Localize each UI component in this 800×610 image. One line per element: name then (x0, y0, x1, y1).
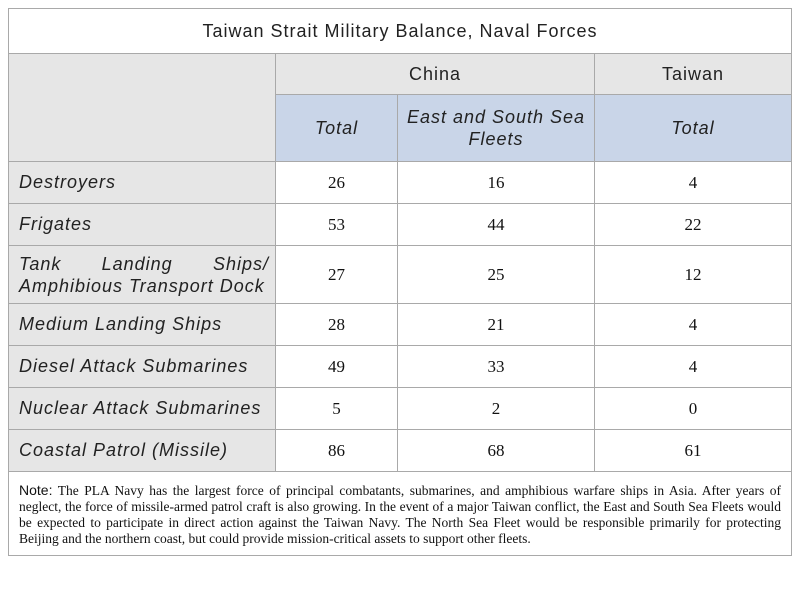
table-row: Coastal Patrol (Missile) 86 68 61 (8, 429, 792, 472)
cell-east-south: 21 (397, 303, 595, 346)
east-south-fleets-header: East and South Sea Fleets (397, 94, 595, 162)
row-label-frigates: Frigates (8, 203, 276, 246)
row-label-destroyers: Destroyers (8, 161, 276, 204)
cell-china-total: 27 (275, 245, 398, 304)
note-text: The PLA Navy has the largest force of pr… (19, 483, 781, 546)
china-group-header: China (275, 53, 595, 95)
cell-taiwan-total: 4 (594, 161, 792, 204)
row-label-medium-landing-ships: Medium Landing Ships (8, 303, 276, 346)
naval-balance-table: Taiwan Strait Military Balance, Naval Fo… (8, 8, 792, 556)
cell-taiwan-total: 12 (594, 245, 792, 304)
taiwan-group-header: Taiwan (594, 53, 792, 95)
table-note: Note: The PLA Navy has the largest force… (8, 471, 792, 556)
cell-taiwan-total: 22 (594, 203, 792, 246)
cell-china-total: 5 (275, 387, 398, 430)
china-total-header: Total (275, 94, 398, 162)
header-corner-cell (8, 53, 276, 162)
row-label-diesel-attack-submarines: Diesel Attack Submarines (8, 345, 276, 388)
table-row: Medium Landing Ships 28 21 4 (8, 303, 792, 346)
table-row: Diesel Attack Submarines 49 33 4 (8, 345, 792, 388)
table-row: Frigates 53 44 22 (8, 203, 792, 246)
cell-taiwan-total: 4 (594, 303, 792, 346)
cell-east-south: 2 (397, 387, 595, 430)
row-label-coastal-patrol: Coastal Patrol (Missile) (8, 429, 276, 472)
taiwan-total-header: Total (594, 94, 792, 162)
cell-east-south: 25 (397, 245, 595, 304)
cell-taiwan-total: 61 (594, 429, 792, 472)
row-label-nuclear-attack-submarines: Nuclear Attack Submarines (8, 387, 276, 430)
cell-china-total: 53 (275, 203, 398, 246)
cell-east-south: 68 (397, 429, 595, 472)
row-label-line-2: Amphibious Transport Dock (19, 275, 265, 296)
cell-china-total: 49 (275, 345, 398, 388)
cell-east-south: 16 (397, 161, 595, 204)
cell-china-total: 86 (275, 429, 398, 472)
row-label-line-1: Tank Landing Ships/ (19, 253, 269, 274)
note-label: Note: (19, 482, 53, 498)
table-row: Nuclear Attack Submarines 5 2 0 (8, 387, 792, 430)
table-row: Tank Landing Ships/ Amphibious Transport… (8, 245, 792, 304)
cell-taiwan-total: 0 (594, 387, 792, 430)
cell-china-total: 26 (275, 161, 398, 204)
cell-taiwan-total: 4 (594, 345, 792, 388)
table-row: Destroyers 26 16 4 (8, 161, 792, 204)
cell-east-south: 33 (397, 345, 595, 388)
table-title: Taiwan Strait Military Balance, Naval Fo… (8, 8, 792, 54)
cell-east-south: 44 (397, 203, 595, 246)
row-label-tank-landing-ships: Tank Landing Ships/ Amphibious Transport… (8, 245, 276, 304)
cell-china-total: 28 (275, 303, 398, 346)
naval-balance-table-container: Taiwan Strait Military Balance, Naval Fo… (8, 8, 792, 556)
